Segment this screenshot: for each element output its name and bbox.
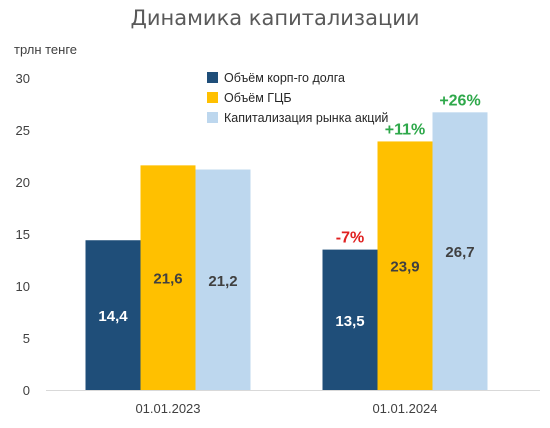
bar: [195, 169, 251, 390]
y-tick-label: 5: [23, 331, 30, 346]
y-axis-unit-label: трлн тенге: [14, 42, 77, 57]
bar: [377, 141, 433, 390]
legend-swatch: [207, 92, 218, 103]
y-tick-label: 15: [16, 227, 30, 242]
chart-title: Динамика капитализации: [130, 6, 420, 30]
bar: [432, 112, 488, 390]
bar-value-label: 21,6: [153, 271, 182, 288]
bar: [85, 240, 141, 390]
bar-value-label: 13,5: [335, 313, 364, 330]
bar-value-label: 14,4: [98, 308, 128, 325]
y-tick-label: 20: [16, 175, 30, 190]
x-tick-label: 01.01.2023: [135, 401, 200, 416]
y-tick-label: 30: [16, 71, 30, 86]
bar-value-label: 21,2: [208, 273, 237, 290]
change-annotation: -7%: [336, 230, 364, 247]
change-annotation: +11%: [385, 121, 425, 138]
bar-value-label: 26,7: [445, 244, 474, 261]
legend-swatch: [207, 112, 218, 123]
bar: [140, 165, 196, 390]
x-tick-label: 01.01.2024: [372, 401, 437, 416]
y-tick-label: 10: [16, 279, 30, 294]
bar-value-label: 23,9: [390, 259, 419, 276]
legend-label: Объём ГЦБ: [224, 91, 292, 105]
legend-swatch: [207, 72, 218, 83]
legend-label: Объём корп-го долга: [224, 71, 345, 85]
bar: [322, 249, 378, 390]
y-tick-label: 0: [23, 383, 30, 398]
y-tick-label: 25: [16, 123, 30, 138]
change-annotation: +26%: [439, 92, 480, 109]
legend-label: Капитализация рынка акций: [224, 111, 388, 125]
